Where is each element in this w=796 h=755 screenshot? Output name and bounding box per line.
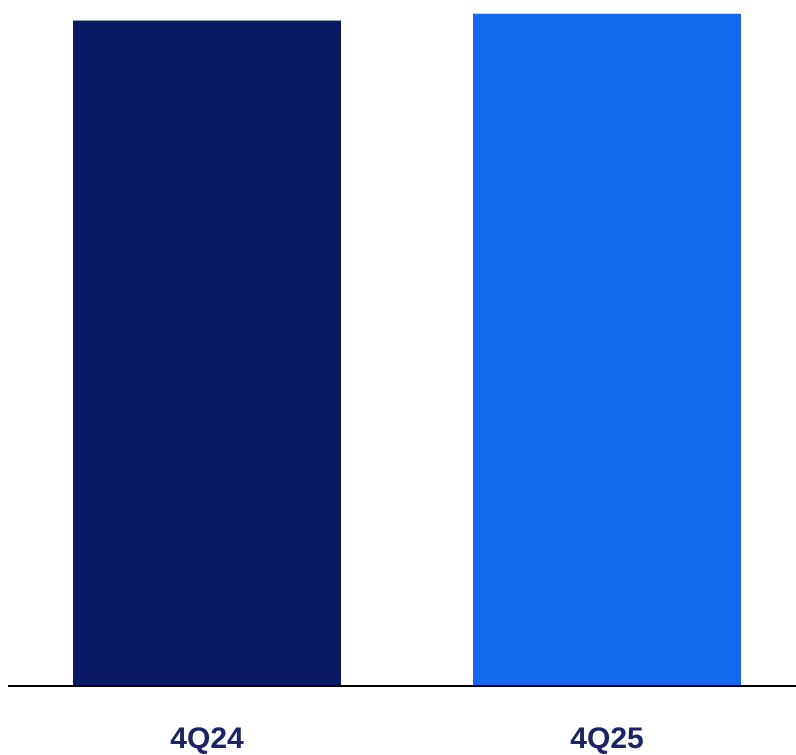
bar-4q25 bbox=[473, 13, 741, 687]
value-labels-group: 97%98% bbox=[177, 0, 237, 6]
x-tick-label-4q25: 4Q25 bbox=[570, 722, 643, 755]
bars-group bbox=[73, 13, 741, 687]
x-tick-labels-group: 4Q24 4Q25 bbox=[170, 722, 643, 755]
bar-4q24 bbox=[73, 20, 341, 686]
value-label-4q24: 97% bbox=[177, 0, 237, 6]
x-tick-label-4q24: 4Q24 bbox=[170, 722, 244, 755]
